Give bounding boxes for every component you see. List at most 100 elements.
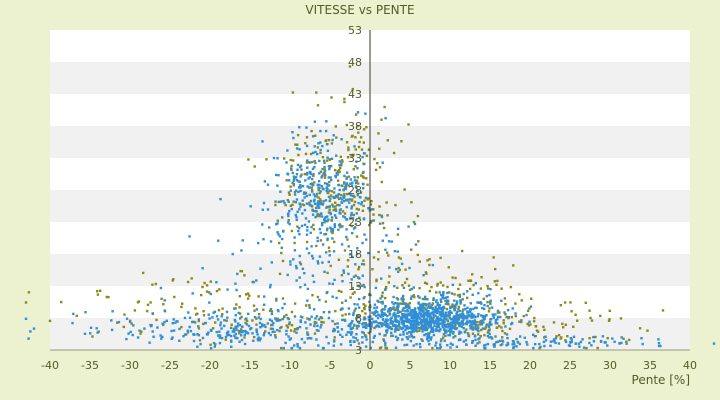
data-point xyxy=(470,316,473,319)
data-point xyxy=(365,177,368,180)
data-point xyxy=(496,279,499,283)
data-point xyxy=(283,315,286,319)
data-point xyxy=(313,120,317,123)
data-point xyxy=(606,344,609,347)
data-point xyxy=(347,148,350,152)
data-point xyxy=(309,199,313,203)
data-point xyxy=(456,310,459,313)
data-point xyxy=(309,323,312,326)
data-point xyxy=(279,326,282,330)
data-point xyxy=(308,304,311,307)
data-point xyxy=(340,193,343,197)
y-tick-label: 13 xyxy=(348,280,362,293)
data-point xyxy=(378,166,382,169)
data-point xyxy=(394,316,397,319)
data-point xyxy=(196,345,199,348)
data-point xyxy=(412,220,416,224)
data-point xyxy=(331,319,334,323)
data-point xyxy=(325,159,329,162)
data-point xyxy=(410,322,413,325)
data-point xyxy=(443,307,446,310)
data-point xyxy=(410,333,413,336)
data-point xyxy=(306,166,309,169)
data-point xyxy=(257,316,261,319)
data-point xyxy=(485,314,488,317)
data-point xyxy=(471,339,474,343)
y-tick-label: 38 xyxy=(348,120,362,133)
data-point xyxy=(236,272,239,276)
data-point xyxy=(461,249,464,253)
data-point xyxy=(151,330,154,333)
data-point xyxy=(451,343,454,346)
data-point xyxy=(244,321,247,325)
data-point xyxy=(440,322,443,325)
data-point xyxy=(326,271,329,275)
data-point xyxy=(238,295,241,298)
data-point xyxy=(339,212,342,215)
data-point xyxy=(425,314,428,317)
data-point xyxy=(313,198,316,201)
data-point xyxy=(107,295,110,299)
data-point xyxy=(292,136,295,140)
data-point xyxy=(435,318,438,321)
data-point xyxy=(339,343,343,346)
data-point xyxy=(338,209,342,212)
data-point xyxy=(408,266,411,270)
data-point xyxy=(426,259,429,262)
data-point xyxy=(197,327,201,330)
data-point xyxy=(534,325,537,328)
data-point xyxy=(566,335,569,338)
data-point xyxy=(490,317,493,321)
data-point xyxy=(319,198,322,201)
data-point xyxy=(443,323,447,327)
data-point xyxy=(407,303,410,306)
data-point xyxy=(619,317,623,320)
data-point xyxy=(346,331,350,334)
data-point xyxy=(345,171,349,174)
data-point xyxy=(305,194,309,198)
data-point xyxy=(350,333,353,336)
data-point xyxy=(344,313,347,316)
data-point xyxy=(336,196,339,199)
data-point xyxy=(336,170,340,173)
data-point xyxy=(311,209,314,212)
data-point xyxy=(554,341,557,345)
data-point xyxy=(435,341,438,344)
data-point xyxy=(357,131,360,134)
data-point xyxy=(417,295,420,298)
data-point xyxy=(544,335,547,338)
data-point xyxy=(421,339,424,342)
data-point xyxy=(401,317,404,320)
data-point xyxy=(318,214,321,217)
data-point xyxy=(442,305,445,308)
data-point xyxy=(386,214,389,217)
data-point xyxy=(476,342,479,345)
data-point xyxy=(479,314,483,317)
data-point xyxy=(364,112,367,115)
data-point xyxy=(334,195,338,198)
data-point xyxy=(370,325,373,328)
data-point xyxy=(385,331,388,334)
data-point xyxy=(239,330,242,333)
data-point xyxy=(292,175,296,178)
data-point xyxy=(461,310,464,313)
data-point xyxy=(354,165,357,168)
data-point xyxy=(383,334,386,337)
data-point xyxy=(344,198,348,202)
data-point xyxy=(380,118,383,121)
data-point xyxy=(526,322,529,326)
data-point xyxy=(223,324,226,328)
data-point xyxy=(511,307,514,310)
data-point xyxy=(452,304,456,307)
data-point xyxy=(351,134,354,138)
data-point xyxy=(425,311,429,314)
data-point xyxy=(304,152,308,156)
data-point xyxy=(445,317,448,321)
data-point xyxy=(346,259,350,262)
data-point xyxy=(388,275,391,278)
data-point xyxy=(202,322,205,326)
data-point xyxy=(459,321,462,325)
data-point xyxy=(396,320,399,323)
data-point xyxy=(359,346,362,350)
